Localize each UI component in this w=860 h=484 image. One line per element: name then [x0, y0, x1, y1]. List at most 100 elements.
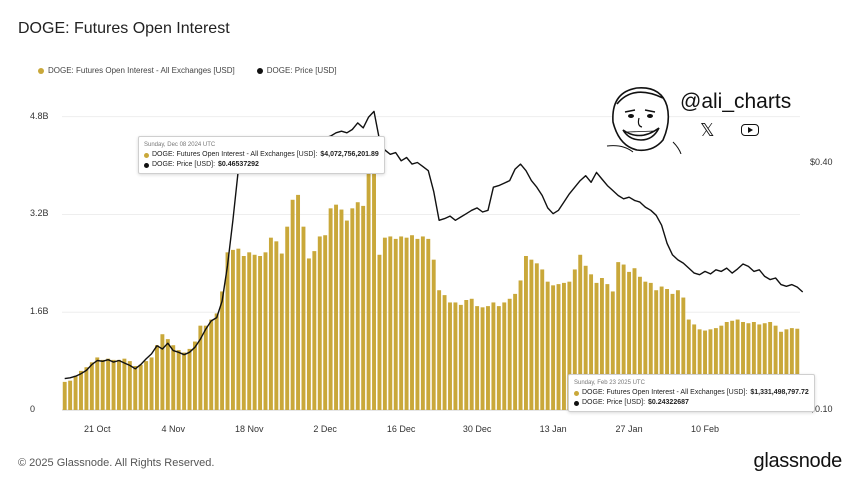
oi-bar[interactable]: [458, 304, 463, 410]
oi-bar[interactable]: [209, 319, 214, 410]
oi-bar[interactable]: [420, 236, 425, 410]
oi-bar[interactable]: [632, 268, 637, 410]
oi-bar[interactable]: [529, 259, 534, 410]
oi-bar[interactable]: [160, 334, 165, 410]
oi-bar[interactable]: [62, 381, 67, 410]
oi-bar[interactable]: [724, 322, 729, 410]
oi-bar[interactable]: [708, 329, 713, 410]
oi-bar[interactable]: [746, 323, 751, 410]
oi-bar[interactable]: [540, 269, 545, 410]
x-logo-icon[interactable]: 𝕏: [700, 120, 715, 140]
oi-bar[interactable]: [496, 306, 501, 410]
oi-bar[interactable]: [784, 329, 789, 410]
oi-bar[interactable]: [757, 324, 762, 410]
oi-bar[interactable]: [127, 361, 132, 410]
oi-bar[interactable]: [279, 253, 284, 410]
oi-bar[interactable]: [675, 290, 680, 410]
oi-bar[interactable]: [475, 306, 480, 410]
oi-bar[interactable]: [773, 325, 778, 410]
oi-bar[interactable]: [513, 293, 518, 410]
oi-bar[interactable]: [252, 254, 257, 410]
oi-bar[interactable]: [410, 235, 414, 410]
oi-bar[interactable]: [399, 236, 404, 410]
oi-bar[interactable]: [274, 241, 279, 410]
oi-bar[interactable]: [561, 282, 566, 410]
oi-bar[interactable]: [377, 254, 382, 410]
oi-bar[interactable]: [486, 306, 490, 410]
oi-bar[interactable]: [344, 220, 349, 410]
oi-bar[interactable]: [285, 226, 290, 410]
oi-bar[interactable]: [372, 161, 376, 410]
oi-bar[interactable]: [448, 302, 452, 410]
oi-bar[interactable]: [719, 325, 724, 410]
oi-bar[interactable]: [426, 238, 431, 410]
oi-bar[interactable]: [616, 262, 621, 410]
oi-bar[interactable]: [68, 380, 73, 410]
oi-bar[interactable]: [648, 282, 653, 410]
oi-bar[interactable]: [138, 364, 143, 410]
oi-bar[interactable]: [741, 322, 745, 410]
oi-bar[interactable]: [350, 208, 355, 410]
oi-bar[interactable]: [73, 375, 78, 410]
oi-bar[interactable]: [583, 265, 588, 410]
oi-bar[interactable]: [176, 350, 181, 410]
oi-bar[interactable]: [572, 269, 577, 410]
oi-bar[interactable]: [491, 302, 496, 410]
oi-bar[interactable]: [323, 235, 328, 410]
oi-bar[interactable]: [306, 258, 311, 410]
legend-item-price[interactable]: DOGE: Price [USD]: [256, 66, 337, 75]
oi-bar[interactable]: [464, 300, 469, 410]
price-line[interactable]: [64, 110, 804, 380]
youtube-icon[interactable]: [741, 124, 759, 136]
oi-bar[interactable]: [290, 199, 295, 410]
oi-bar[interactable]: [171, 345, 176, 410]
oi-bar[interactable]: [567, 281, 572, 410]
oi-bar[interactable]: [225, 252, 230, 410]
oi-bar[interactable]: [751, 322, 756, 410]
oi-bar[interactable]: [263, 252, 268, 410]
oi-bar[interactable]: [187, 348, 192, 410]
oi-bar[interactable]: [665, 289, 670, 410]
oi-bar[interactable]: [534, 263, 539, 410]
oi-bar[interactable]: [431, 259, 436, 410]
oi-bar[interactable]: [355, 202, 360, 410]
oi-bar[interactable]: [453, 302, 458, 410]
oi-bar[interactable]: [241, 256, 246, 410]
oi-bar[interactable]: [339, 209, 344, 410]
oi-bar[interactable]: [779, 331, 783, 410]
oi-bar[interactable]: [334, 204, 338, 410]
oi-bar[interactable]: [182, 352, 187, 410]
oi-bar[interactable]: [480, 307, 485, 410]
oi-bar[interactable]: [214, 313, 219, 410]
oi-bar[interactable]: [654, 290, 659, 410]
oi-bar[interactable]: [762, 323, 767, 410]
oi-bar[interactable]: [545, 281, 550, 410]
oi-bar[interactable]: [442, 295, 447, 410]
oi-bar[interactable]: [735, 319, 740, 410]
oi-bar[interactable]: [556, 284, 561, 410]
oi-bar[interactable]: [789, 328, 794, 410]
oi-bar[interactable]: [594, 282, 599, 410]
oi-bar[interactable]: [100, 359, 105, 410]
oi-bar[interactable]: [404, 237, 409, 410]
oi-bar[interactable]: [730, 320, 735, 410]
oi-bar[interactable]: [643, 281, 648, 410]
oi-bar[interactable]: [502, 302, 507, 410]
oi-bar[interactable]: [165, 339, 170, 410]
oi-bar[interactable]: [220, 291, 225, 410]
oi-bar[interactable]: [247, 252, 252, 410]
oi-bar[interactable]: [84, 367, 89, 410]
oi-bar[interactable]: [551, 285, 556, 410]
oi-bar[interactable]: [589, 274, 594, 410]
oi-bar[interactable]: [627, 271, 632, 410]
oi-bar[interactable]: [469, 298, 474, 410]
oi-bar[interactable]: [301, 226, 306, 410]
oi-bar[interactable]: [670, 293, 675, 410]
oi-bar[interactable]: [637, 276, 642, 410]
oi-bar[interactable]: [198, 325, 203, 410]
oi-bar[interactable]: [382, 237, 387, 410]
oi-bar[interactable]: [111, 359, 116, 410]
oi-bar[interactable]: [296, 194, 301, 410]
oi-bar[interactable]: [437, 290, 442, 410]
oi-bar[interactable]: [328, 208, 333, 410]
